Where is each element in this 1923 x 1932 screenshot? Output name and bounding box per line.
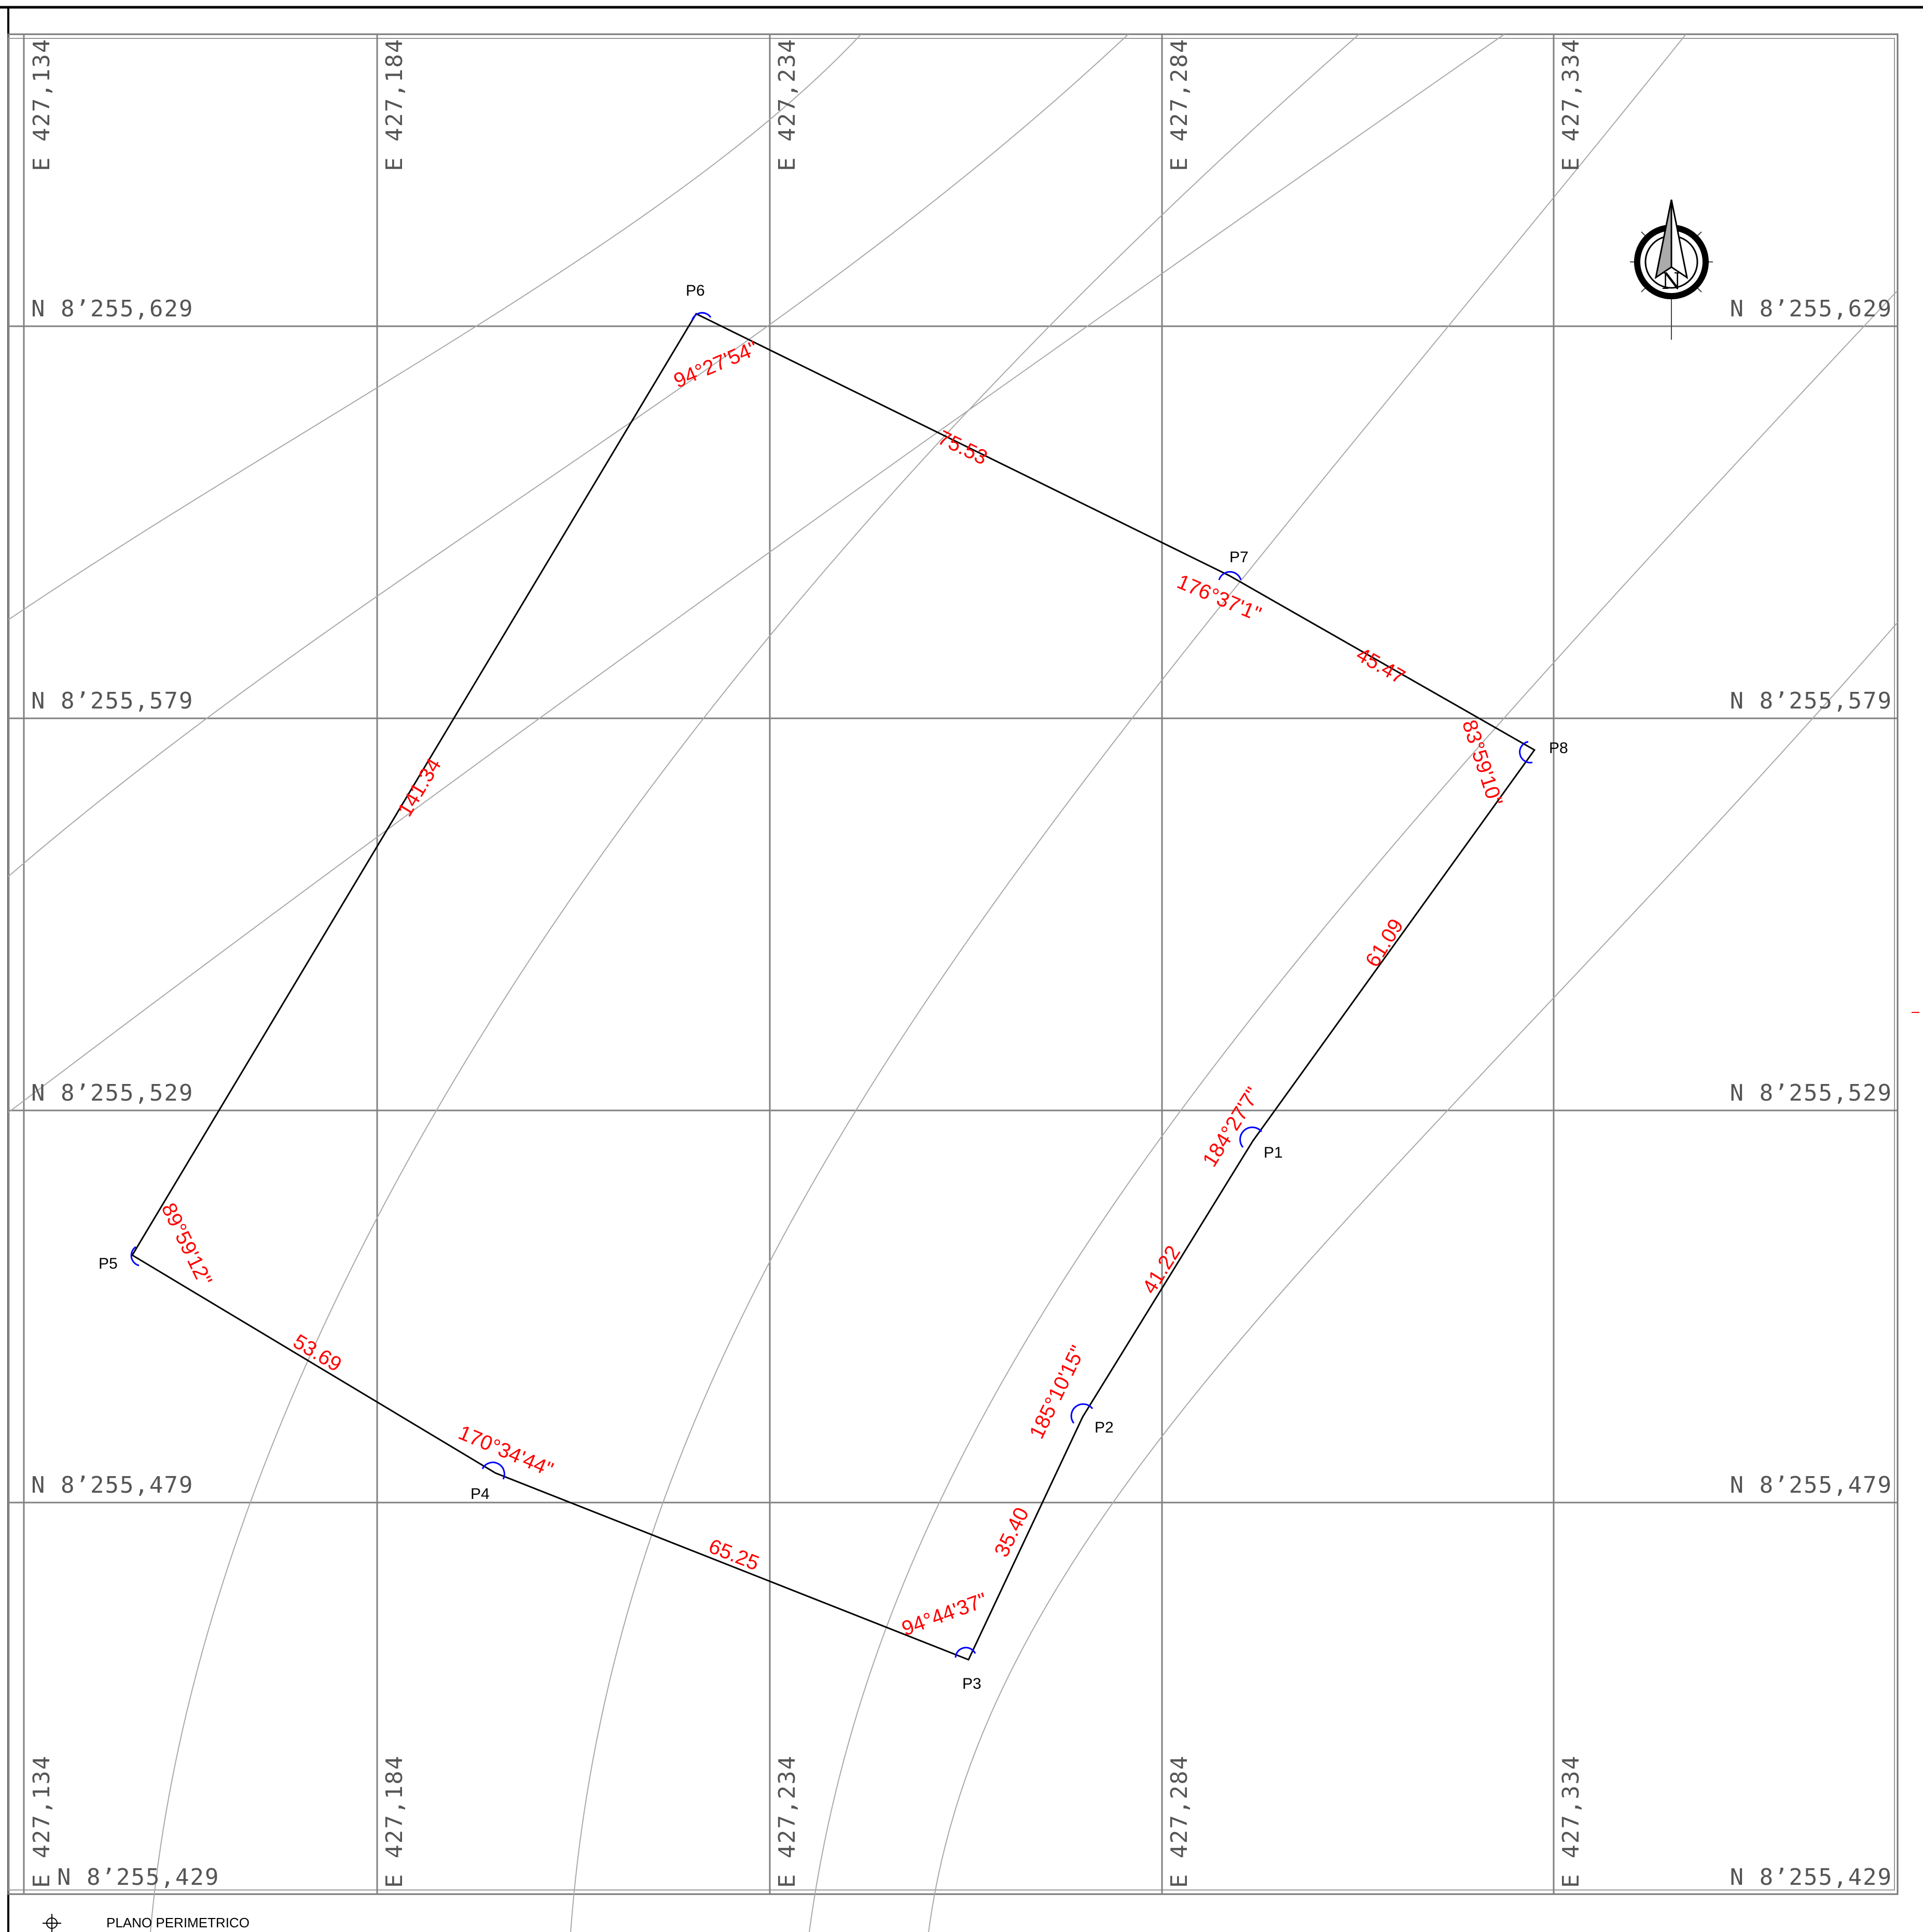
vertex-label-p7: P7 xyxy=(1229,549,1249,566)
angle-arc-p1 xyxy=(1239,1127,1263,1148)
contour-line xyxy=(570,34,1686,1932)
distance-label-p4-p5: 53.69 xyxy=(289,1330,345,1376)
northing-label: N 8’255,629 xyxy=(1730,296,1892,322)
angle-arc-p3 xyxy=(954,1647,976,1658)
angle-arc-p6 xyxy=(691,312,712,321)
footer-symbol-icon xyxy=(43,1914,61,1932)
easting-label: E 427,334 xyxy=(1558,1755,1584,1888)
vertex-label-p1: P1 xyxy=(1264,1144,1283,1161)
easting-labels-bottom: E 427,134 E 427,184 E 427,234 E 427,284 … xyxy=(29,1755,1584,1888)
distance-label-p7-p8: 45.47 xyxy=(1352,643,1409,689)
easting-label: E 427,234 xyxy=(774,38,800,171)
angle-label-p6: 94°27'54" xyxy=(670,337,761,392)
vertex-labels: P1 P2 P3 P4 P5 P6 P7 P8 xyxy=(99,282,1568,1692)
angle-arc-p2 xyxy=(1070,1403,1094,1424)
angle-label-p4: 170°34'44" xyxy=(455,1421,556,1481)
angle-label-p2: 185°10'15" xyxy=(1025,1342,1089,1442)
north-arrow-letter: N xyxy=(1662,268,1682,295)
easting-label: E 427,184 xyxy=(381,38,408,171)
northing-label: N 8’255,529 xyxy=(1730,1080,1892,1106)
northing-label: N 8’255,579 xyxy=(1730,688,1892,714)
angle-arc-p8 xyxy=(1519,741,1533,763)
distance-label-p5-p6: 141.34 xyxy=(393,755,446,821)
angle-arc-p7 xyxy=(1218,571,1242,580)
vertex-label-p5: P5 xyxy=(99,1255,118,1272)
distance-label-p3-p4: 65.25 xyxy=(705,1535,762,1575)
angle-labels: 184°27'7" 185°10'15" 94°44'37" 170°34'44… xyxy=(157,337,1506,1640)
distance-label-p2-p3: 35.40 xyxy=(990,1504,1033,1561)
footer-title: PLANO PERIMETRICO xyxy=(106,1915,250,1930)
northing-label: N 8’255,479 xyxy=(1730,1472,1892,1498)
contour-line xyxy=(809,290,1898,1932)
northing-label: N 8’255,429 xyxy=(1730,1864,1892,1891)
easting-label: E 427,134 xyxy=(29,38,55,171)
boundary-polygon xyxy=(131,313,1536,1661)
angle-label-p3: 94°44'37" xyxy=(899,1589,990,1641)
contour-line xyxy=(8,34,1129,877)
vertex-label-p8: P8 xyxy=(1549,740,1568,757)
coordinate-grid xyxy=(8,34,1898,1894)
distance-label-p8-p1: 61.09 xyxy=(1361,915,1408,971)
northing-label: N 8’255,479 xyxy=(31,1472,193,1498)
northing-label: N 8’255,629 xyxy=(31,296,193,322)
distance-label-p6-p7: 75.53 xyxy=(934,426,991,469)
easting-label: E 427,334 xyxy=(1558,38,1584,171)
northing-labels-right: N 8’255,629 N 8’255,579 N 8’255,529 N 8’… xyxy=(1730,296,1892,1891)
northing-label: N 8’255,429 xyxy=(57,1864,219,1891)
northing-labels-left: N 8’255,629 N 8’255,579 N 8’255,529 N 8’… xyxy=(31,296,219,1891)
contour-line xyxy=(928,622,1898,1932)
northing-label: N 8’255,529 xyxy=(31,1080,193,1106)
contour-lines xyxy=(8,34,1898,1932)
frame xyxy=(0,6,1923,1932)
easting-label: E 427,284 xyxy=(1166,1755,1193,1888)
footer: PLANO PERIMETRICO xyxy=(43,1914,250,1932)
easting-labels-top: E 427,134 E 427,184 E 427,234 E 427,284 … xyxy=(29,38,1584,171)
contour-line xyxy=(8,34,862,620)
northing-label: N 8’255,579 xyxy=(31,688,193,714)
angle-arc-p5 xyxy=(130,1246,140,1267)
vertex-label-p4: P4 xyxy=(471,1485,490,1503)
vertex-label-p2: P2 xyxy=(1095,1419,1114,1436)
angle-arcs xyxy=(130,312,1533,1658)
north-arrow-icon: N xyxy=(1630,199,1713,340)
easting-label: E 427,134 xyxy=(29,1755,55,1888)
vertex-label-p6: P6 xyxy=(686,282,705,299)
distance-label-p1-p2: 41.22 xyxy=(1138,1242,1185,1298)
contour-line xyxy=(150,34,1360,1932)
vertex-label-p3: P3 xyxy=(962,1675,981,1692)
contour-line xyxy=(8,34,1505,1113)
easting-label: E 427,184 xyxy=(381,1755,408,1888)
angle-arc-p4 xyxy=(481,1462,505,1480)
easting-label: E 427,234 xyxy=(774,1755,800,1888)
easting-label: E 427,284 xyxy=(1166,38,1193,171)
